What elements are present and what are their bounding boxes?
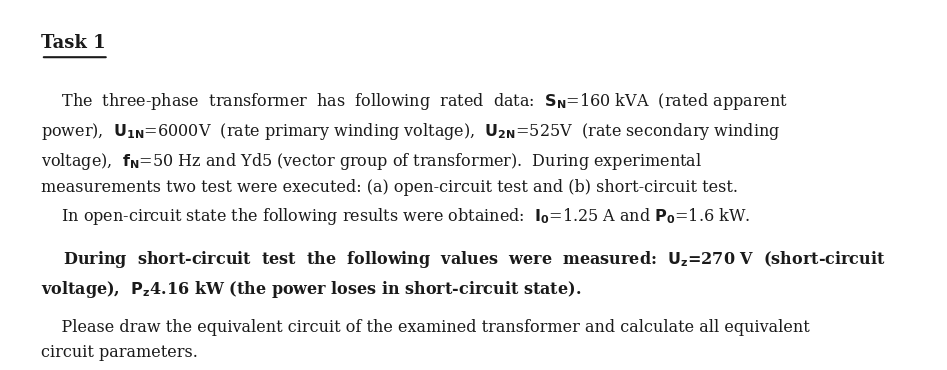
Text: During  short-circuit  test  the  following  values  were  measured:  $\mathbf{U: During short-circuit test the following …	[41, 249, 885, 300]
Text: Task 1: Task 1	[41, 34, 105, 53]
Text: Please draw the equivalent circuit of the examined transformer and calculate all: Please draw the equivalent circuit of th…	[41, 319, 810, 361]
Text: The  three-phase  transformer  has  following  rated  data:  $\mathbf{S_N}$=160 : The three-phase transformer has followin…	[41, 91, 788, 196]
Text: In open-circuit state the following results were obtained:  $\mathbf{I_0}$=1.25 : In open-circuit state the following resu…	[41, 206, 750, 228]
